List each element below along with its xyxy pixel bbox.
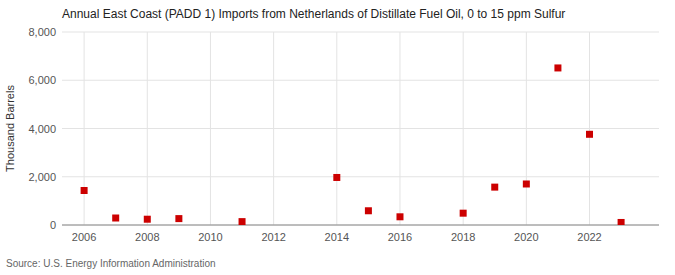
point [144,216,151,223]
grid [62,32,659,225]
chart-svg: Annual East Coast (PADD 1) Imports from … [0,0,675,275]
x-tick-label: 2014 [325,231,349,243]
x-grid-line [273,32,274,225]
title: Annual East Coast (PADD 1) Imports from … [62,7,565,21]
y-tick-label: 0 [50,219,56,231]
point [175,215,182,222]
x-grid-line [84,32,85,225]
y-grid-line [62,176,659,177]
point [460,210,467,217]
source-note: Source: U.S. Energy Information Administ… [6,258,216,269]
chart-container: Annual East Coast (PADD 1) Imports from … [0,0,675,275]
point [112,215,119,222]
x-tick-label: 2010 [198,231,222,243]
x-grid-line [526,32,527,225]
point [365,207,372,214]
x-grid-line [336,32,337,225]
y-tick-label: 6,000 [28,74,56,86]
y-grid-line [62,225,659,226]
point [586,131,593,138]
y-axis-label: Thousand Barrels [4,85,16,172]
x-grid-line [399,32,400,225]
x-tick-label: 2006 [72,231,96,243]
y-tick-label: 2,000 [28,171,56,183]
point [239,218,246,225]
x-tick-label: 2018 [451,231,475,243]
x-tick-label: 2016 [388,231,412,243]
point [396,213,403,220]
point [523,180,530,187]
x-tick-label: 2020 [514,231,538,243]
y-grid-line [62,32,659,33]
point [554,64,561,71]
x-axis-line [62,225,659,226]
x-tick-label: 2012 [261,231,285,243]
x-tick-label: 2008 [135,231,159,243]
point [491,184,498,191]
y-grid-line [62,80,659,81]
y-tick-label: 4,000 [28,123,56,135]
point [333,174,340,181]
y-grid-line [62,128,659,129]
point [618,219,625,225]
x-grid-line [589,32,590,225]
x-grid-line [210,32,211,225]
x-grid-line [463,32,464,225]
x-grid-line [147,32,148,225]
y-tick-label: 8,000 [28,26,56,38]
points [81,64,625,225]
x-tick-label: 2022 [577,231,601,243]
point [81,187,88,194]
